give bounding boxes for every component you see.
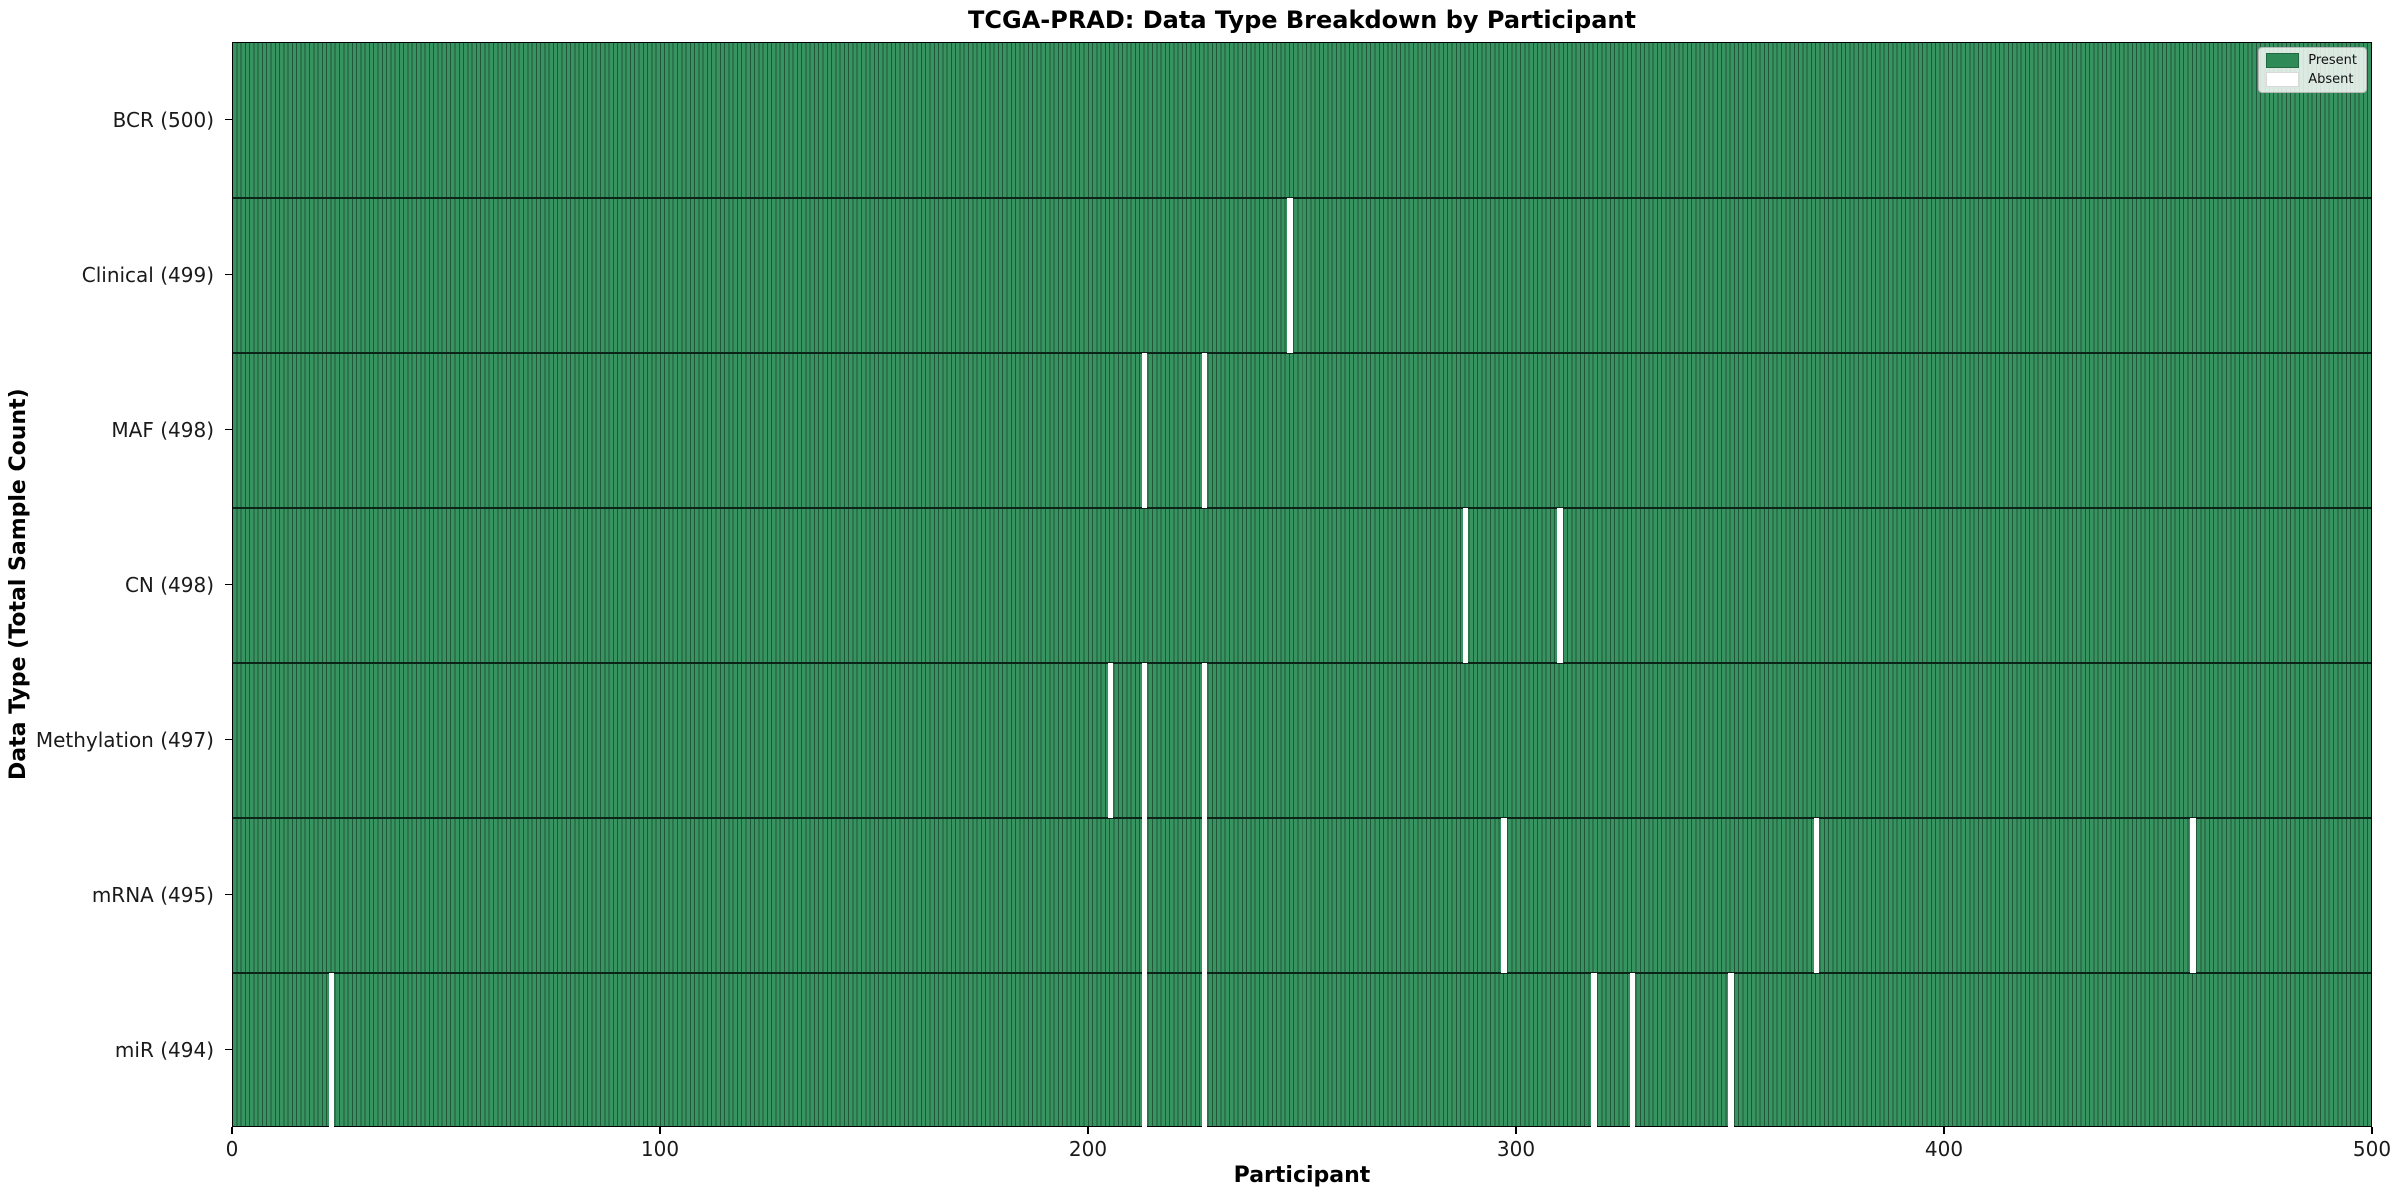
absent-mark-miR-213	[1141, 973, 1148, 1128]
absent-mark-miR-318	[1591, 973, 1597, 1128]
absent-mark-CN-310	[1557, 508, 1563, 663]
legend-present-label: Present	[2308, 53, 2357, 68]
legend-absent-label: Absent	[2308, 72, 2354, 87]
absent-mark-mRNA-458	[2190, 818, 2197, 973]
plot-area: Present Absent	[232, 42, 2372, 1128]
absent-mark-mRNA-370	[1813, 818, 1820, 973]
absent-mark-miR-23	[328, 973, 335, 1128]
row-separator	[233, 662, 2371, 664]
x-tick-mark	[1515, 1127, 1517, 1134]
x-tick-mark	[1943, 1127, 1945, 1134]
legend: Present Absent	[2258, 47, 2367, 93]
absent-swatch	[2266, 72, 2300, 87]
y-tick-mark	[225, 428, 232, 431]
x-axis-label: Participant	[1233, 1163, 1371, 1188]
absent-mark-mRNA-213	[1141, 818, 1148, 973]
y-tick-mark	[225, 118, 232, 121]
absent-mark-Methylation-227	[1201, 663, 1208, 818]
row-separator	[233, 352, 2371, 354]
absent-mark-MAF-227	[1201, 353, 1208, 508]
y-tick-mark	[225, 1048, 232, 1051]
row-separator	[233, 972, 2371, 974]
x-tick-mark	[1087, 1127, 1089, 1134]
y-tick-label-MAF: MAF (498)	[111, 417, 214, 442]
absent-mark-MAF-213	[1141, 353, 1148, 508]
chart-title: TCGA-PRAD: Data Type Breakdown by Partic…	[968, 6, 1636, 34]
y-tick-mark	[225, 893, 232, 896]
x-tick-label-500: 500	[2352, 1137, 2392, 1161]
x-tick-label-200: 200	[1068, 1137, 1108, 1161]
y-tick-label-BCR: BCR (500)	[112, 107, 214, 132]
x-tick-mark	[231, 1127, 233, 1134]
absent-mark-Methylation-213	[1141, 663, 1148, 818]
y-tick-label-miR: miR (494)	[114, 1037, 214, 1062]
x-tick-label-400: 400	[1924, 1137, 1964, 1161]
legend-entry-present: Present	[2266, 53, 2357, 68]
absent-mark-CN-288	[1462, 508, 1469, 663]
absent-mark-miR-227	[1201, 973, 1208, 1128]
x-tick-mark	[2371, 1127, 2373, 1134]
absent-mark-Clinical-247	[1287, 198, 1293, 353]
y-tick-mark	[225, 583, 232, 586]
legend-entry-absent: Absent	[2266, 72, 2357, 87]
present-swatch	[2266, 53, 2300, 68]
absent-mark-miR-327	[1629, 973, 1636, 1128]
row-separator	[233, 507, 2371, 509]
absent-mark-mRNA-227	[1201, 818, 1208, 973]
y-tick-label-CN: CN (498)	[124, 572, 214, 597]
row-separator	[233, 197, 2371, 199]
absent-mark-mRNA-297	[1501, 818, 1507, 973]
row-separator	[233, 817, 2371, 819]
x-tick-label-100: 100	[640, 1137, 680, 1161]
absent-mark-miR-350	[1728, 973, 1734, 1128]
y-tick-label-Clinical: Clinical (499)	[81, 262, 214, 287]
x-tick-label-300: 300	[1496, 1137, 1536, 1161]
y-tick-mark	[225, 738, 232, 741]
y-tick-label-mRNA: mRNA (495)	[91, 882, 214, 907]
x-tick-label-0: 0	[225, 1137, 239, 1161]
y-tick-mark	[225, 273, 232, 276]
x-tick-mark	[659, 1127, 661, 1134]
y-tick-label-Methylation: Methylation (497)	[35, 727, 214, 752]
absent-mark-Methylation-205	[1107, 663, 1114, 818]
